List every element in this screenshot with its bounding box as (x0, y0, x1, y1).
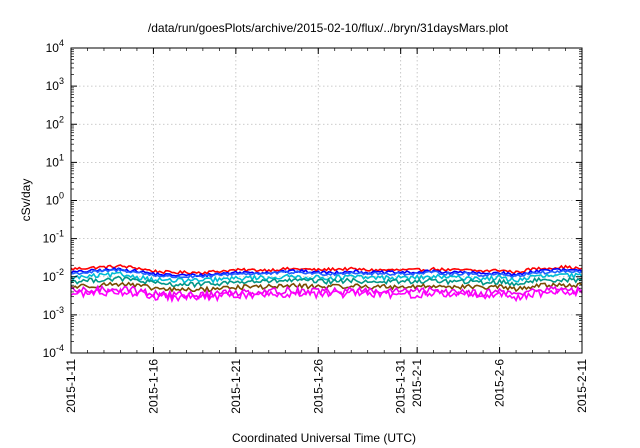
y-tick-label: 10-3 (43, 305, 64, 322)
y-axis-label: cSv/day (19, 179, 33, 222)
x-axis: 2015-1-11 2015-1-16 2015-1-21 2015-1-26 2015… (64, 48, 589, 414)
data-series-line (70, 287, 583, 304)
y-tick-label: 100 (46, 191, 64, 208)
data-series-line (70, 271, 583, 284)
data-series-line (70, 268, 583, 279)
x-tick-label: 2015-1-11 (64, 359, 78, 413)
data-series-line (70, 275, 583, 289)
data-series-group (70, 264, 583, 304)
x-tick-label: 2015-1-26 (311, 359, 325, 414)
x-axis-label: Coordinated Universal Time (UTC) (232, 431, 416, 445)
y-tick-label: 10-4 (43, 343, 64, 360)
data-series-line (70, 267, 583, 278)
y-tick-label: 104 (46, 38, 64, 55)
y-tick-label: 102 (46, 114, 64, 131)
y-tick-label: 10-1 (43, 229, 64, 246)
x-tick-label: 2015-2-6 (493, 359, 507, 407)
data-series-line (70, 284, 583, 300)
grid-lines (71, 48, 582, 353)
x-tick-label: 2015-1-21 (229, 359, 243, 414)
x-tick-label: 2015-2-1 (410, 359, 424, 407)
x-tick-label: 2015-1-16 (146, 359, 160, 414)
y-tick-label: 101 (46, 152, 64, 169)
x-tick-label: 2015-2-11 (575, 359, 589, 413)
y-tick-label: 10-2 (43, 267, 64, 284)
data-series-line (70, 264, 583, 275)
y-tick-label: 103 (46, 76, 64, 93)
x-tick-label: 2015-1-31 (394, 359, 408, 414)
chart-title: /data/run/goesPlots/archive/2015-02-10/f… (148, 21, 509, 35)
